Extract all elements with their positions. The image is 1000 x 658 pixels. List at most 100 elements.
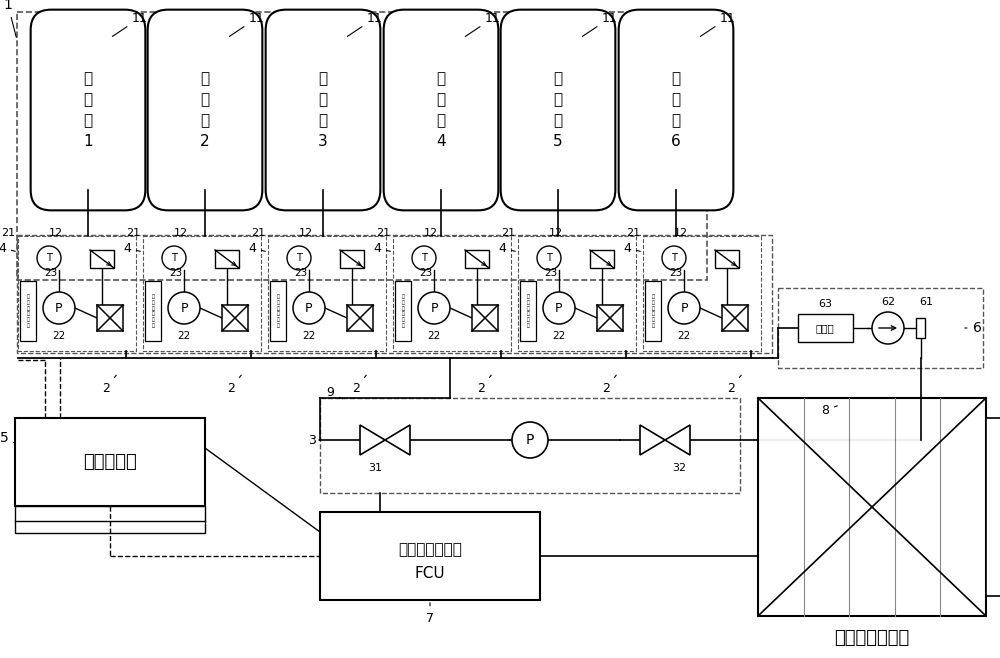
- Text: 供氢控制器: 供氢控制器: [83, 453, 137, 471]
- Text: 11: 11: [465, 11, 501, 36]
- FancyBboxPatch shape: [501, 10, 615, 211]
- Bar: [472, 305, 498, 331]
- Bar: [145, 281, 161, 341]
- Text: 储
氢
罐
5: 储 氢 罐 5: [553, 71, 563, 149]
- Text: 22: 22: [552, 331, 566, 341]
- Bar: [340, 250, 364, 268]
- Text: 9: 9: [326, 386, 342, 399]
- Text: T: T: [46, 253, 52, 263]
- Text: 氢
调
压
传
感
器: 氢 调 压 传 感 器: [652, 294, 654, 328]
- Bar: [758, 398, 986, 616]
- Circle shape: [37, 246, 61, 270]
- Text: 4: 4: [123, 241, 140, 255]
- Circle shape: [668, 292, 700, 324]
- Text: 4: 4: [623, 241, 640, 255]
- Polygon shape: [665, 425, 690, 455]
- Bar: [465, 250, 489, 268]
- Text: P: P: [526, 433, 534, 447]
- Text: 氢
调
压
传
感
器: 氢 调 压 传 感 器: [277, 294, 279, 328]
- Text: 21: 21: [126, 228, 140, 238]
- Circle shape: [418, 292, 450, 324]
- Bar: [320, 398, 740, 493]
- Bar: [97, 305, 123, 331]
- Bar: [270, 281, 286, 341]
- Text: 储
氢
罐
6: 储 氢 罐 6: [671, 71, 681, 149]
- Bar: [597, 305, 623, 331]
- Text: 11: 11: [347, 11, 383, 36]
- Bar: [722, 305, 748, 331]
- Text: 12: 12: [299, 228, 313, 238]
- Bar: [222, 305, 248, 331]
- FancyBboxPatch shape: [31, 10, 145, 211]
- Text: 22: 22: [677, 331, 691, 341]
- Text: 23: 23: [294, 268, 308, 278]
- Text: 2: 2: [727, 375, 741, 395]
- Bar: [143, 236, 261, 351]
- Bar: [393, 236, 511, 351]
- Text: T: T: [546, 253, 552, 263]
- Bar: [15, 506, 205, 533]
- Bar: [18, 236, 136, 351]
- Text: 21: 21: [251, 228, 265, 238]
- Circle shape: [287, 246, 311, 270]
- Text: 7: 7: [426, 603, 434, 624]
- Text: T: T: [296, 253, 302, 263]
- Text: 63: 63: [818, 299, 832, 309]
- Circle shape: [512, 422, 548, 458]
- Text: 2: 2: [102, 375, 116, 395]
- Circle shape: [412, 246, 436, 270]
- Bar: [395, 281, 411, 341]
- Text: 燃料电池控制器: 燃料电池控制器: [398, 542, 462, 557]
- Text: 2: 2: [352, 375, 366, 395]
- Circle shape: [162, 246, 186, 270]
- Text: 5: 5: [0, 431, 15, 445]
- Text: 23: 23: [44, 268, 58, 278]
- Bar: [215, 250, 239, 268]
- Bar: [520, 281, 536, 341]
- Bar: [268, 236, 386, 351]
- Text: P: P: [680, 301, 688, 315]
- Polygon shape: [360, 425, 385, 455]
- Text: 23: 23: [419, 268, 433, 278]
- Bar: [518, 236, 636, 351]
- Text: 23: 23: [669, 268, 683, 278]
- Text: 4: 4: [0, 241, 15, 255]
- Text: 12: 12: [549, 228, 563, 238]
- Text: 2: 2: [227, 375, 241, 395]
- Text: P: P: [555, 301, 563, 315]
- Text: 11: 11: [112, 11, 148, 36]
- Bar: [643, 236, 761, 351]
- Text: 6: 6: [965, 321, 981, 335]
- Text: 燃料电池反应堆: 燃料电池反应堆: [834, 629, 910, 647]
- Circle shape: [168, 292, 200, 324]
- Bar: [778, 288, 983, 368]
- Text: 12: 12: [424, 228, 438, 238]
- Text: 61: 61: [919, 297, 933, 307]
- Text: 21: 21: [1, 228, 15, 238]
- Text: 储
氢
罐
3: 储 氢 罐 3: [318, 71, 328, 149]
- Text: 氢
调
压
传
感
器: 氢 调 压 传 感 器: [527, 294, 529, 328]
- Bar: [590, 250, 614, 268]
- Text: 31: 31: [368, 463, 382, 473]
- Bar: [17, 12, 707, 280]
- Text: 32: 32: [672, 463, 686, 473]
- Text: 12: 12: [174, 228, 188, 238]
- Text: T: T: [671, 253, 677, 263]
- Text: 2: 2: [477, 375, 491, 395]
- Text: 23: 23: [169, 268, 183, 278]
- Text: 21: 21: [501, 228, 515, 238]
- Bar: [15, 418, 205, 506]
- Polygon shape: [385, 425, 410, 455]
- Circle shape: [662, 246, 686, 270]
- Text: 8: 8: [821, 403, 837, 417]
- Text: 储
氢
罐
2: 储 氢 罐 2: [200, 71, 210, 149]
- Circle shape: [543, 292, 575, 324]
- Text: 储
氢
罐
1: 储 氢 罐 1: [83, 71, 93, 149]
- Text: 3: 3: [308, 434, 320, 447]
- Bar: [20, 281, 36, 341]
- Polygon shape: [640, 425, 665, 455]
- Text: 4: 4: [373, 241, 390, 255]
- Text: 12: 12: [49, 228, 63, 238]
- Circle shape: [872, 312, 904, 344]
- Text: FCU: FCU: [415, 567, 445, 582]
